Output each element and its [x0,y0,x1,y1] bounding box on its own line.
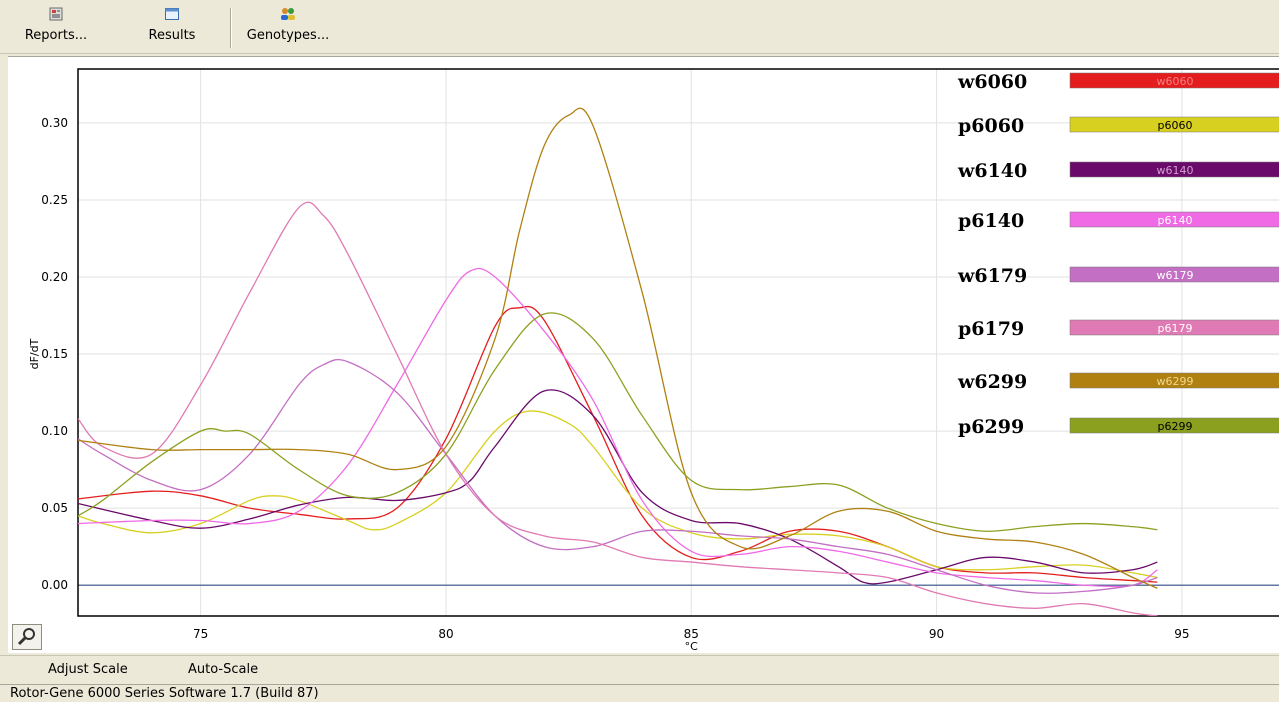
legend-swatch-text-w6179: w6179 [1157,269,1194,282]
report-icon [49,7,63,21]
legend-label-w6299: w6299 [957,371,1027,393]
y-tick-label: 0.25 [41,193,68,207]
series-line-w6060 [78,305,1158,583]
legend-label-p6179: p6179 [958,318,1024,340]
legend-swatch-w6060 [1069,72,1279,89]
series-line-w6140 [78,389,1158,585]
series-line-w6299 [78,107,1158,589]
series-line-p6179 [78,201,1158,616]
legend-swatch-p6179 [1069,319,1279,336]
legend-label-p6299: p6299 [958,416,1024,438]
legend-label-w6179: w6179 [957,265,1027,287]
zoom-button[interactable] [12,624,42,650]
reports-label: Reports... [24,28,88,43]
results-button[interactable]: Results [140,6,204,50]
y-tick-label: 0.05 [41,501,68,515]
status-bar: Rotor-Gene 6000 Series Software 1.7 (Bui… [0,684,1279,702]
zoom-wrench-icon [17,628,35,646]
legend-swatch-text-p6179: p6179 [1158,322,1193,335]
toolbar-separator [230,8,232,48]
genotypes-button[interactable]: Genotypes... [238,6,338,50]
adjust-scale-button[interactable]: Adjust Scale [48,662,128,677]
y-tick-label: 0.00 [41,578,68,592]
x-tick-label: 95 [1174,627,1189,641]
legend-swatch-text-p6299: p6299 [1158,420,1193,433]
legend-swatch-w6179 [1069,266,1279,283]
legend-label-p6060: p6060 [958,115,1024,137]
toolbar: Reports... Results Genotypes... [0,0,1279,54]
y-tick-label: 0.15 [41,347,68,361]
series-line-w6179 [78,359,1158,594]
legend-label-w6060: w6060 [957,71,1027,93]
y-tick-label: 0.30 [41,116,68,130]
auto-scale-button[interactable]: Auto-Scale [188,662,259,677]
y-axis-label: dF/dT [28,338,41,369]
melt-curve-chart: 0.00 0.05 0.10 0.15 0.20 0.25 0.30 75 80 85 90 95 °C… [28,68,1279,653]
legend-swatch-p6299 [1069,417,1279,434]
legend-swatch-text-p6140: p6140 [1158,214,1193,227]
legend-swatch-w6140 [1069,161,1279,178]
legend-swatch-text-w6299: w6299 [1157,375,1194,388]
legend-swatch-p6060 [1069,116,1279,133]
legend-swatch-p6140 [1069,211,1279,228]
x-axis-label: °C [685,640,699,653]
legend-label-w6140: w6140 [957,160,1027,182]
legend-label-p6140: p6140 [958,210,1024,232]
x-tick-label: 75 [193,627,208,641]
legend-swatch-w6299 [1069,372,1279,389]
genotypes-icon [281,8,295,20]
x-tick-label: 80 [438,627,453,641]
legend-swatch-text-p6060: p6060 [1158,119,1193,132]
bottom-bar: Adjust Scale Auto-Scale [0,655,1279,684]
series-line-p6060 [78,410,1158,579]
results-window-icon [165,8,179,20]
reports-button[interactable]: Reports... [22,6,90,50]
series-line-p6299 [78,312,1158,532]
legend-swatch-text-w6140: w6140 [1157,164,1194,177]
x-tick-label: 90 [929,627,944,641]
x-tick-label: 85 [684,627,699,641]
series-line-p6140 [78,267,1158,588]
legend-swatch-text-w6060: w6060 [1157,75,1194,88]
plot-border [77,68,1279,617]
results-label: Results [148,28,196,43]
y-tick-label: 0.10 [41,424,68,438]
chart-area: 0.00 0.05 0.10 0.15 0.20 0.25 0.30 75 80 85 90 95 °C… [8,56,1279,653]
genotypes-label: Genotypes... [246,28,330,43]
y-tick-label: 0.20 [41,270,68,284]
